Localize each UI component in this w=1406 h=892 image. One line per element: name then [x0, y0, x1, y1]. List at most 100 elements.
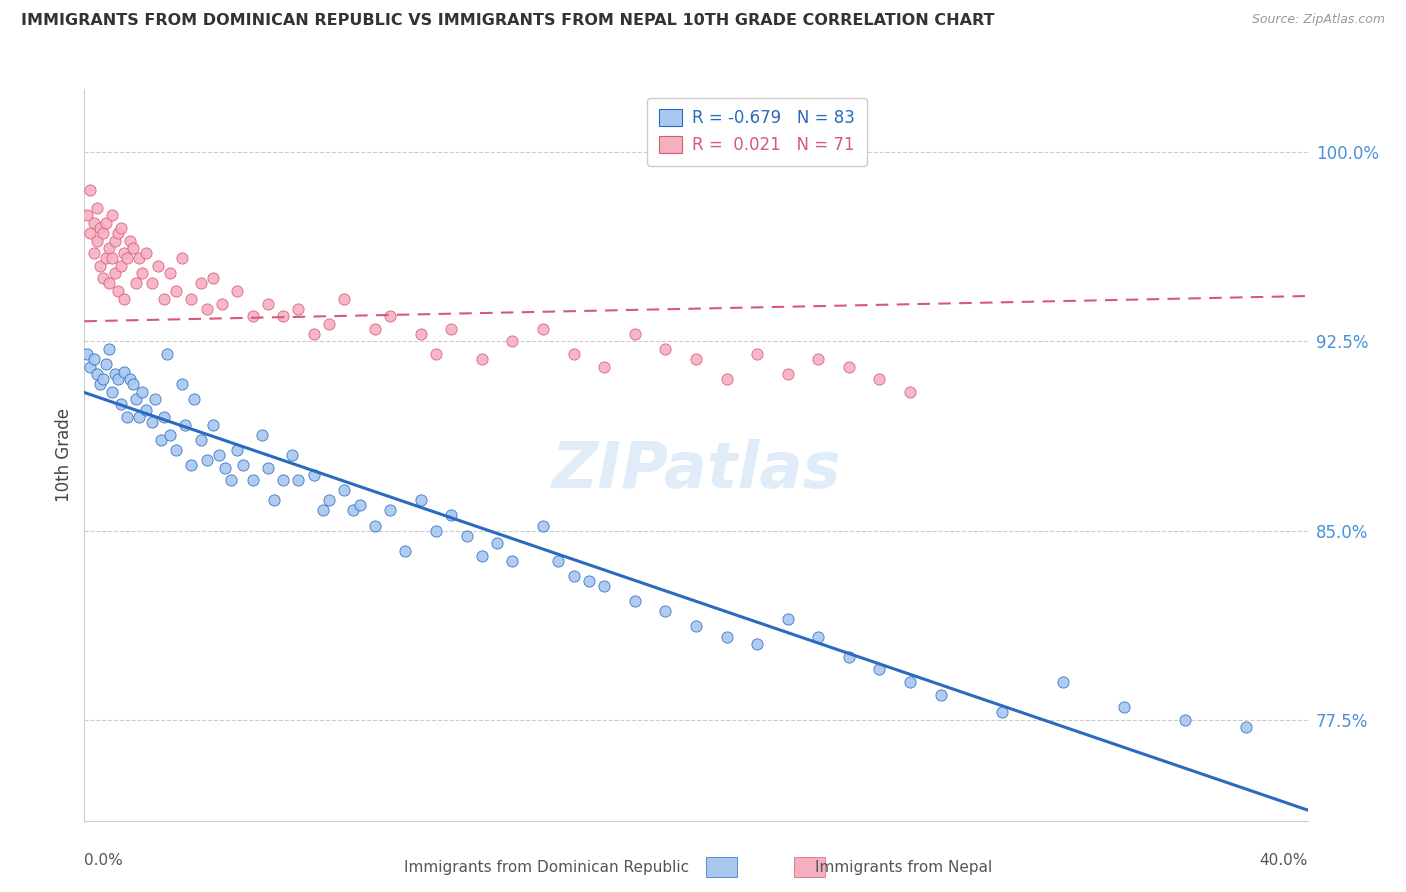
Point	[869, 662, 891, 676]
Point	[135, 402, 157, 417]
Point	[257, 296, 280, 310]
Point	[128, 410, 150, 425]
Point	[190, 277, 212, 291]
Point	[531, 322, 554, 336]
Point	[502, 554, 524, 568]
Point	[180, 292, 202, 306]
Point	[94, 251, 117, 265]
Point	[214, 460, 236, 475]
Point	[302, 468, 325, 483]
Point	[83, 352, 105, 367]
Point	[624, 326, 647, 341]
Point	[1114, 700, 1136, 714]
Point	[94, 216, 117, 230]
Text: IMMIGRANTS FROM DOMINICAN REPUBLIC VS IMMIGRANTS FROM NEPAL 10TH GRADE CORRELATI: IMMIGRANTS FROM DOMINICAN REPUBLIC VS IM…	[21, 13, 994, 29]
Point	[110, 397, 132, 411]
Point	[425, 524, 447, 538]
Point	[91, 271, 114, 285]
Point	[318, 493, 340, 508]
Point	[143, 392, 166, 407]
Point	[456, 528, 478, 542]
Point	[471, 549, 494, 563]
Point	[86, 201, 108, 215]
Point	[115, 410, 138, 425]
Point	[271, 309, 294, 323]
Point	[120, 234, 142, 248]
Point	[486, 536, 509, 550]
Point	[83, 216, 105, 230]
Point	[97, 342, 120, 356]
Point	[76, 208, 98, 222]
Point	[112, 292, 135, 306]
Point	[425, 347, 447, 361]
Point	[135, 246, 157, 260]
Point	[190, 433, 212, 447]
Point	[141, 415, 163, 429]
Point	[86, 234, 108, 248]
Point	[502, 334, 524, 349]
Point	[898, 674, 921, 689]
Point	[208, 448, 231, 462]
Point	[159, 266, 181, 280]
Point	[838, 359, 860, 374]
Point	[440, 322, 463, 336]
Point	[101, 251, 124, 265]
Point	[97, 241, 120, 255]
Point	[76, 347, 98, 361]
Point	[226, 284, 249, 298]
Point	[115, 251, 138, 265]
Point	[471, 352, 494, 367]
Point	[91, 372, 114, 386]
Text: Immigrants from Dominican Republic: Immigrants from Dominican Republic	[404, 860, 689, 874]
Point	[165, 442, 187, 457]
Point	[94, 357, 117, 371]
Point	[195, 301, 218, 316]
Point	[869, 372, 891, 386]
Point	[716, 372, 738, 386]
Point	[287, 301, 309, 316]
Point	[107, 372, 129, 386]
Point	[409, 326, 432, 341]
Point	[409, 493, 432, 508]
Point	[562, 347, 585, 361]
Point	[91, 226, 114, 240]
Point	[302, 326, 325, 341]
Point	[101, 384, 124, 399]
Point	[201, 271, 224, 285]
Point	[263, 493, 285, 508]
Point	[201, 417, 224, 432]
Point	[131, 266, 153, 280]
Y-axis label: 10th Grade: 10th Grade	[55, 408, 73, 502]
Point	[120, 372, 142, 386]
Point	[104, 234, 127, 248]
Point	[89, 377, 111, 392]
Point	[89, 259, 111, 273]
Point	[219, 473, 242, 487]
Point	[1052, 674, 1074, 689]
Point	[79, 359, 101, 374]
Point	[104, 368, 127, 382]
Point	[898, 384, 921, 399]
Point	[79, 226, 101, 240]
Point	[547, 554, 569, 568]
Point	[342, 503, 364, 517]
Point	[226, 442, 249, 457]
Point	[146, 259, 169, 273]
Point	[281, 448, 304, 462]
Point	[440, 508, 463, 523]
Point	[211, 296, 233, 310]
Point	[195, 453, 218, 467]
Point	[654, 604, 676, 618]
Point	[183, 392, 205, 407]
Point	[89, 221, 111, 235]
Point	[593, 579, 616, 593]
Point	[110, 221, 132, 235]
Point	[107, 284, 129, 298]
Point	[242, 309, 264, 323]
Point	[747, 637, 769, 651]
Point	[349, 499, 371, 513]
Point	[333, 483, 356, 498]
Point	[131, 384, 153, 399]
Point	[364, 322, 387, 336]
Point	[394, 543, 416, 558]
